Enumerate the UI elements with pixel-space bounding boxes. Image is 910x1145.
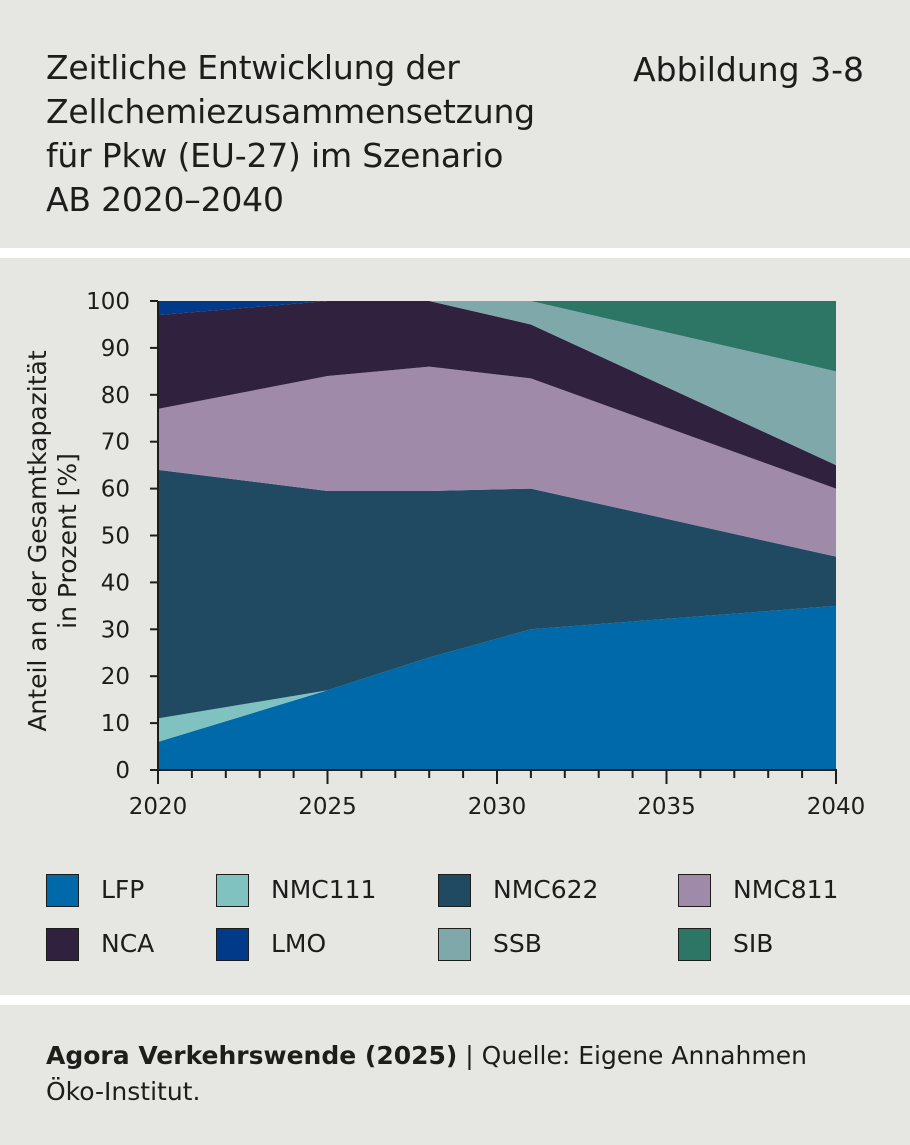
header-panel: Zeitliche Entwicklung der Zellchemiezusa… — [0, 0, 910, 248]
legend-item-sib: SIB — [678, 926, 773, 962]
legend-item-nmc111: NMC111 — [216, 872, 376, 908]
legend-item-nmc811: NMC811 — [678, 872, 838, 908]
source-text: Quelle: Eigene Annahmen — [481, 1041, 807, 1070]
area-nmc622 — [158, 469, 836, 719]
chart-title-line-3: für Pkw (EU-27) im Szenario — [46, 136, 504, 175]
x-tick-label: 2020 — [129, 794, 188, 820]
legend-swatch-lmo — [216, 927, 249, 961]
y-tick-label: 0 — [115, 758, 130, 784]
legend-swatch-nmc811 — [678, 873, 711, 907]
source-line: Agora Verkehrswende (2025) | Quelle: Eig… — [46, 1038, 807, 1074]
legend-label-nca: NCA — [101, 929, 155, 958]
legend-label-lmo: LMO — [271, 929, 327, 958]
area-lfp — [158, 605, 836, 770]
x-tick-label: 2040 — [807, 794, 866, 820]
chart-areas — [158, 301, 836, 770]
x-tick-label: 2035 — [637, 794, 696, 820]
legend-label-sib: SIB — [733, 929, 774, 958]
y-tick-label: 20 — [101, 664, 130, 690]
y-axis-label-line-2: in Prozent [%] — [53, 453, 82, 629]
legend-swatch-nmc622 — [438, 873, 471, 907]
area-sib — [158, 301, 836, 372]
legend-label-nmc111: NMC111 — [271, 875, 377, 904]
y-tick-label: 10 — [101, 711, 130, 737]
figure-label: Abbildung 3-8 — [633, 50, 864, 89]
y-tick-label: 30 — [101, 617, 130, 643]
chart-title-line-1: Zeitliche Entwicklung der — [46, 48, 460, 87]
legend-item-nca: NCA — [46, 926, 154, 962]
legend-swatch-nmc111 — [216, 873, 249, 907]
area-ssb — [158, 301, 836, 466]
y-tick-label: 50 — [101, 524, 130, 550]
y-tick-label: 70 — [101, 430, 130, 456]
legend-label-ssb: SSB — [493, 929, 542, 958]
legend-swatch-ssb — [438, 927, 471, 961]
legend-label-lfp: LFP — [101, 875, 145, 904]
y-tick-label: 90 — [101, 336, 130, 362]
area-nmc811 — [158, 366, 836, 557]
y-tick-label: 40 — [101, 570, 130, 596]
y-tick-label: 100 — [86, 289, 130, 315]
legend-swatch-nca — [46, 927, 79, 961]
footer-panel: Agora Verkehrswende (2025) | Quelle: Eig… — [0, 1005, 910, 1145]
legend-item-lfp: LFP — [46, 872, 144, 908]
y-tick-label: 60 — [101, 477, 130, 503]
source-line-2: Öko-Institut. — [46, 1077, 201, 1106]
area-nca — [158, 301, 836, 489]
publisher-credit: Agora Verkehrswende (2025) — [46, 1041, 458, 1070]
legend-swatch-lfp — [46, 873, 79, 907]
x-tick-label: 2030 — [468, 794, 527, 820]
chart-title-line-2: Zellchemiezusammensetzung — [46, 92, 535, 131]
y-tick-label: 80 — [101, 383, 130, 409]
x-tick-label: 2025 — [298, 794, 357, 820]
y-axis-label-group: Anteil an der Gesamtkapazität in Prozent… — [23, 350, 82, 732]
legend-item-ssb: SSB — [438, 926, 542, 962]
legend-label-nmc811: NMC811 — [733, 875, 839, 904]
legend-item-nmc622: NMC622 — [438, 872, 598, 908]
source-separator: | — [457, 1041, 482, 1070]
chart-title-line-4: AB 2020–2040 — [46, 180, 284, 219]
legend-item-lmo: LMO — [216, 926, 326, 962]
legend-label-nmc622: NMC622 — [493, 875, 599, 904]
legend-swatch-sib — [678, 927, 711, 961]
y-axis-label-line-1: Anteil an der Gesamtkapazität — [23, 350, 52, 732]
chart-panel: 0 10 20 30 40 50 60 70 80 90 100 2020 2025 2030 2035 20… — [0, 258, 910, 995]
